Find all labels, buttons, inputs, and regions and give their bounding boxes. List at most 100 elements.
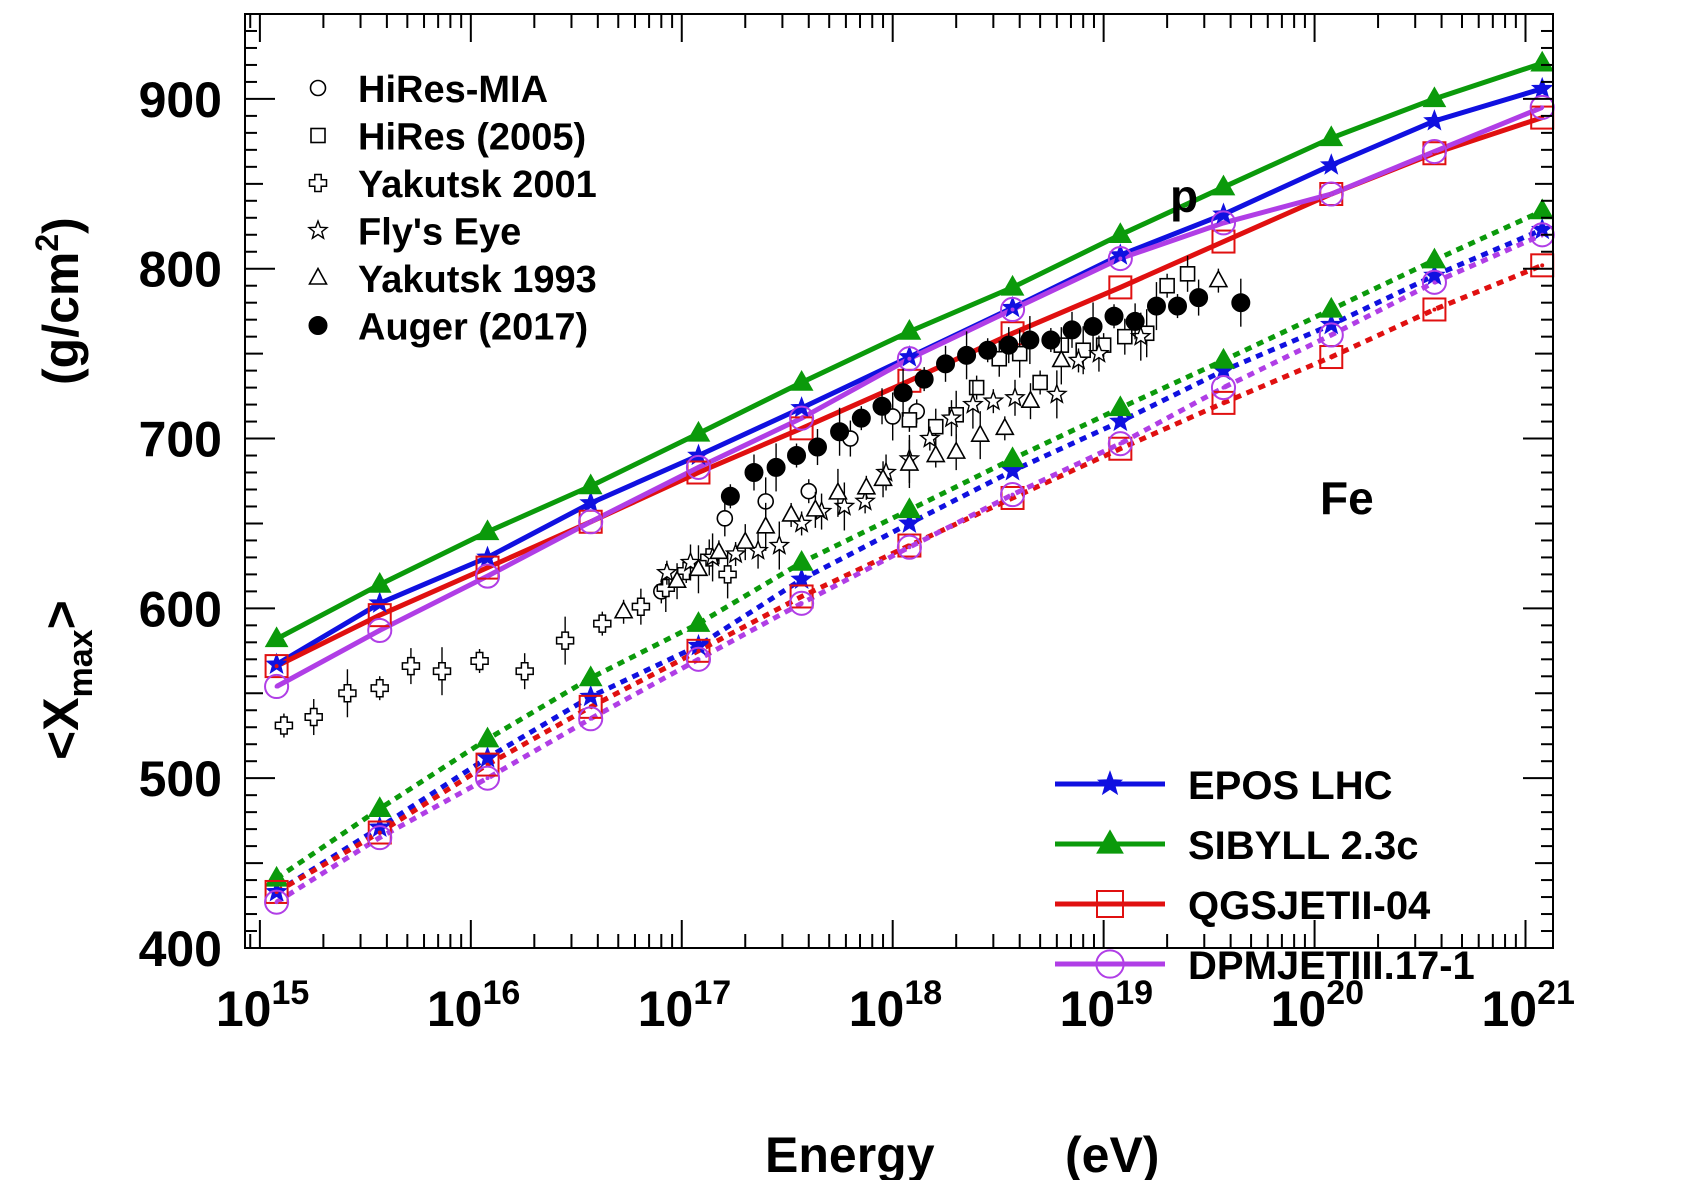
- x-axis-unit: (eV): [1065, 1127, 1159, 1180]
- x-tick-exp: 17: [693, 974, 731, 1012]
- data-point-5-19: [1126, 312, 1144, 330]
- data-point-5-1: [745, 464, 763, 482]
- data-point-2-0: [275, 717, 292, 734]
- data-point-0-1: [717, 511, 732, 526]
- marker-iron-1-10: [1320, 298, 1342, 317]
- data-point-5-5: [831, 423, 849, 441]
- data-point-5-4: [808, 438, 826, 456]
- data-point-2-5: [434, 663, 451, 680]
- marker-dot-iron-2-9: [1221, 401, 1225, 405]
- data-point-4-4: [737, 533, 754, 549]
- data-point-2-3: [371, 680, 388, 697]
- y-unit-post: ): [33, 217, 89, 234]
- legend-data-label-2: Yakutsk 2001: [358, 164, 597, 206]
- x-tick-label-3: 1018: [849, 974, 942, 1037]
- x-tick-label-1: 1016: [427, 974, 520, 1037]
- marker-dot-proton-3-8: [1118, 257, 1122, 261]
- marker-dot-iron-3-6: [907, 545, 911, 549]
- legend-data-marker-3: [309, 221, 327, 238]
- x-tick-exp: 16: [482, 974, 520, 1012]
- legend-data-label-1: HiRes (2005): [358, 117, 586, 159]
- marker-dot-iron-3-8: [1118, 442, 1122, 446]
- x-tick-exp: 21: [1537, 974, 1575, 1012]
- y-tick-label-4: 800: [139, 242, 222, 298]
- data-point-0-3: [801, 484, 816, 499]
- annotation-p: p: [1170, 170, 1198, 222]
- x-tick-base: 10: [427, 981, 483, 1037]
- marker-dot-iron-3-5: [800, 601, 804, 605]
- legend-model-label-3: DPMJETIII.17-1: [1188, 944, 1475, 988]
- marker-iron-1-9: [1212, 349, 1234, 368]
- marker-dot-proton-2-1: [378, 613, 382, 617]
- marker-dot-proton-3-2: [486, 574, 490, 578]
- x-tick-base: 10: [216, 981, 272, 1037]
- data-point-2-7: [516, 663, 533, 680]
- legend-data-label-5: Auger (2017): [358, 307, 588, 349]
- marker-iron-1-7: [1002, 447, 1024, 466]
- marker-dot-proton-3-0: [275, 684, 279, 688]
- data-point-4-14: [972, 426, 989, 442]
- y-label-pre: <X: [33, 697, 89, 760]
- marker-dot-proton-2-9: [1221, 240, 1225, 244]
- y-label-sub: max: [62, 629, 100, 697]
- marker-dot-iron-2-8: [1118, 447, 1122, 451]
- data-point-4-0: [615, 602, 632, 618]
- legend-data-marker-0: [311, 81, 326, 96]
- marker-dot-proton-3-9: [1221, 221, 1225, 225]
- data-point-5-22: [1190, 289, 1208, 307]
- legend-data-label-0: HiRes-MIA: [358, 69, 548, 111]
- x-tick-exp: 18: [904, 974, 942, 1012]
- data-point-5-21: [1169, 297, 1187, 315]
- x-tick-exp: 15: [272, 974, 310, 1012]
- data-point-5-13: [1000, 336, 1018, 354]
- marker-dot-proton-3-11: [1432, 150, 1436, 154]
- marker-dot-iron-3-1: [378, 836, 382, 840]
- data-point-4-5: [757, 517, 774, 533]
- data-point-5-0: [721, 487, 739, 505]
- marker-dot-iron-2-1: [378, 831, 382, 835]
- x-tick-label-4: 1019: [1060, 974, 1153, 1037]
- y-tick-label-3: 700: [139, 412, 222, 468]
- data-point-5-11: [958, 346, 976, 364]
- marker-dot-proton-3-4: [696, 465, 700, 469]
- data-point-5-20: [1147, 297, 1165, 315]
- marker-dot-proton-3-12: [1540, 105, 1544, 109]
- data-point-1-6: [1033, 376, 1047, 390]
- data-point-2-6: [471, 653, 488, 670]
- marker-iron-1-0: [266, 867, 288, 886]
- data-point-5-14: [1021, 331, 1039, 349]
- marker-dot-proton-3-3: [589, 520, 593, 524]
- x-tick-label-0: 1015: [216, 974, 309, 1037]
- marker-dot-proton-2-6: [907, 379, 911, 383]
- y-tick-label-5: 900: [139, 72, 222, 128]
- y-tick-label-0: 400: [139, 921, 222, 977]
- data-point-1-3: [970, 381, 984, 395]
- legend-model-marker-0: [1098, 772, 1121, 794]
- legend-data-marker-5: [309, 317, 327, 335]
- data-point-4-17: [1053, 351, 1070, 367]
- data-point-2-2: [339, 685, 356, 702]
- marker-dot-proton-3-6: [907, 357, 911, 361]
- x-tick-base: 10: [1060, 981, 1116, 1037]
- marker-iron-1-5: [791, 551, 813, 570]
- data-point-5-10: [937, 355, 955, 373]
- data-point-5-6: [852, 409, 870, 427]
- marker-proton-1-12: [1531, 52, 1553, 71]
- marker-dot-proton-2-4: [696, 471, 700, 475]
- data-point-1-13: [1181, 267, 1195, 281]
- data-point-5-9: [915, 370, 933, 388]
- marker-iron-1-1: [369, 797, 391, 816]
- legend-data-marker-1: [311, 129, 325, 143]
- legend-data-marker-4: [310, 269, 327, 285]
- data-point-5-3: [788, 447, 806, 465]
- marker-dot-proton-2-8: [1118, 285, 1122, 289]
- data-point-5-8: [894, 384, 912, 402]
- marker-dot-iron-2-10: [1329, 355, 1333, 359]
- marker-iron-1-11: [1423, 249, 1445, 268]
- data-point-1-0: [902, 413, 916, 427]
- marker-dot-proton-2-7: [1011, 331, 1015, 335]
- marker-dot-proton-3-1: [378, 628, 382, 632]
- x-tick-base: 10: [1271, 981, 1327, 1037]
- legend-model-label-2: QGSJETII-04: [1188, 884, 1431, 928]
